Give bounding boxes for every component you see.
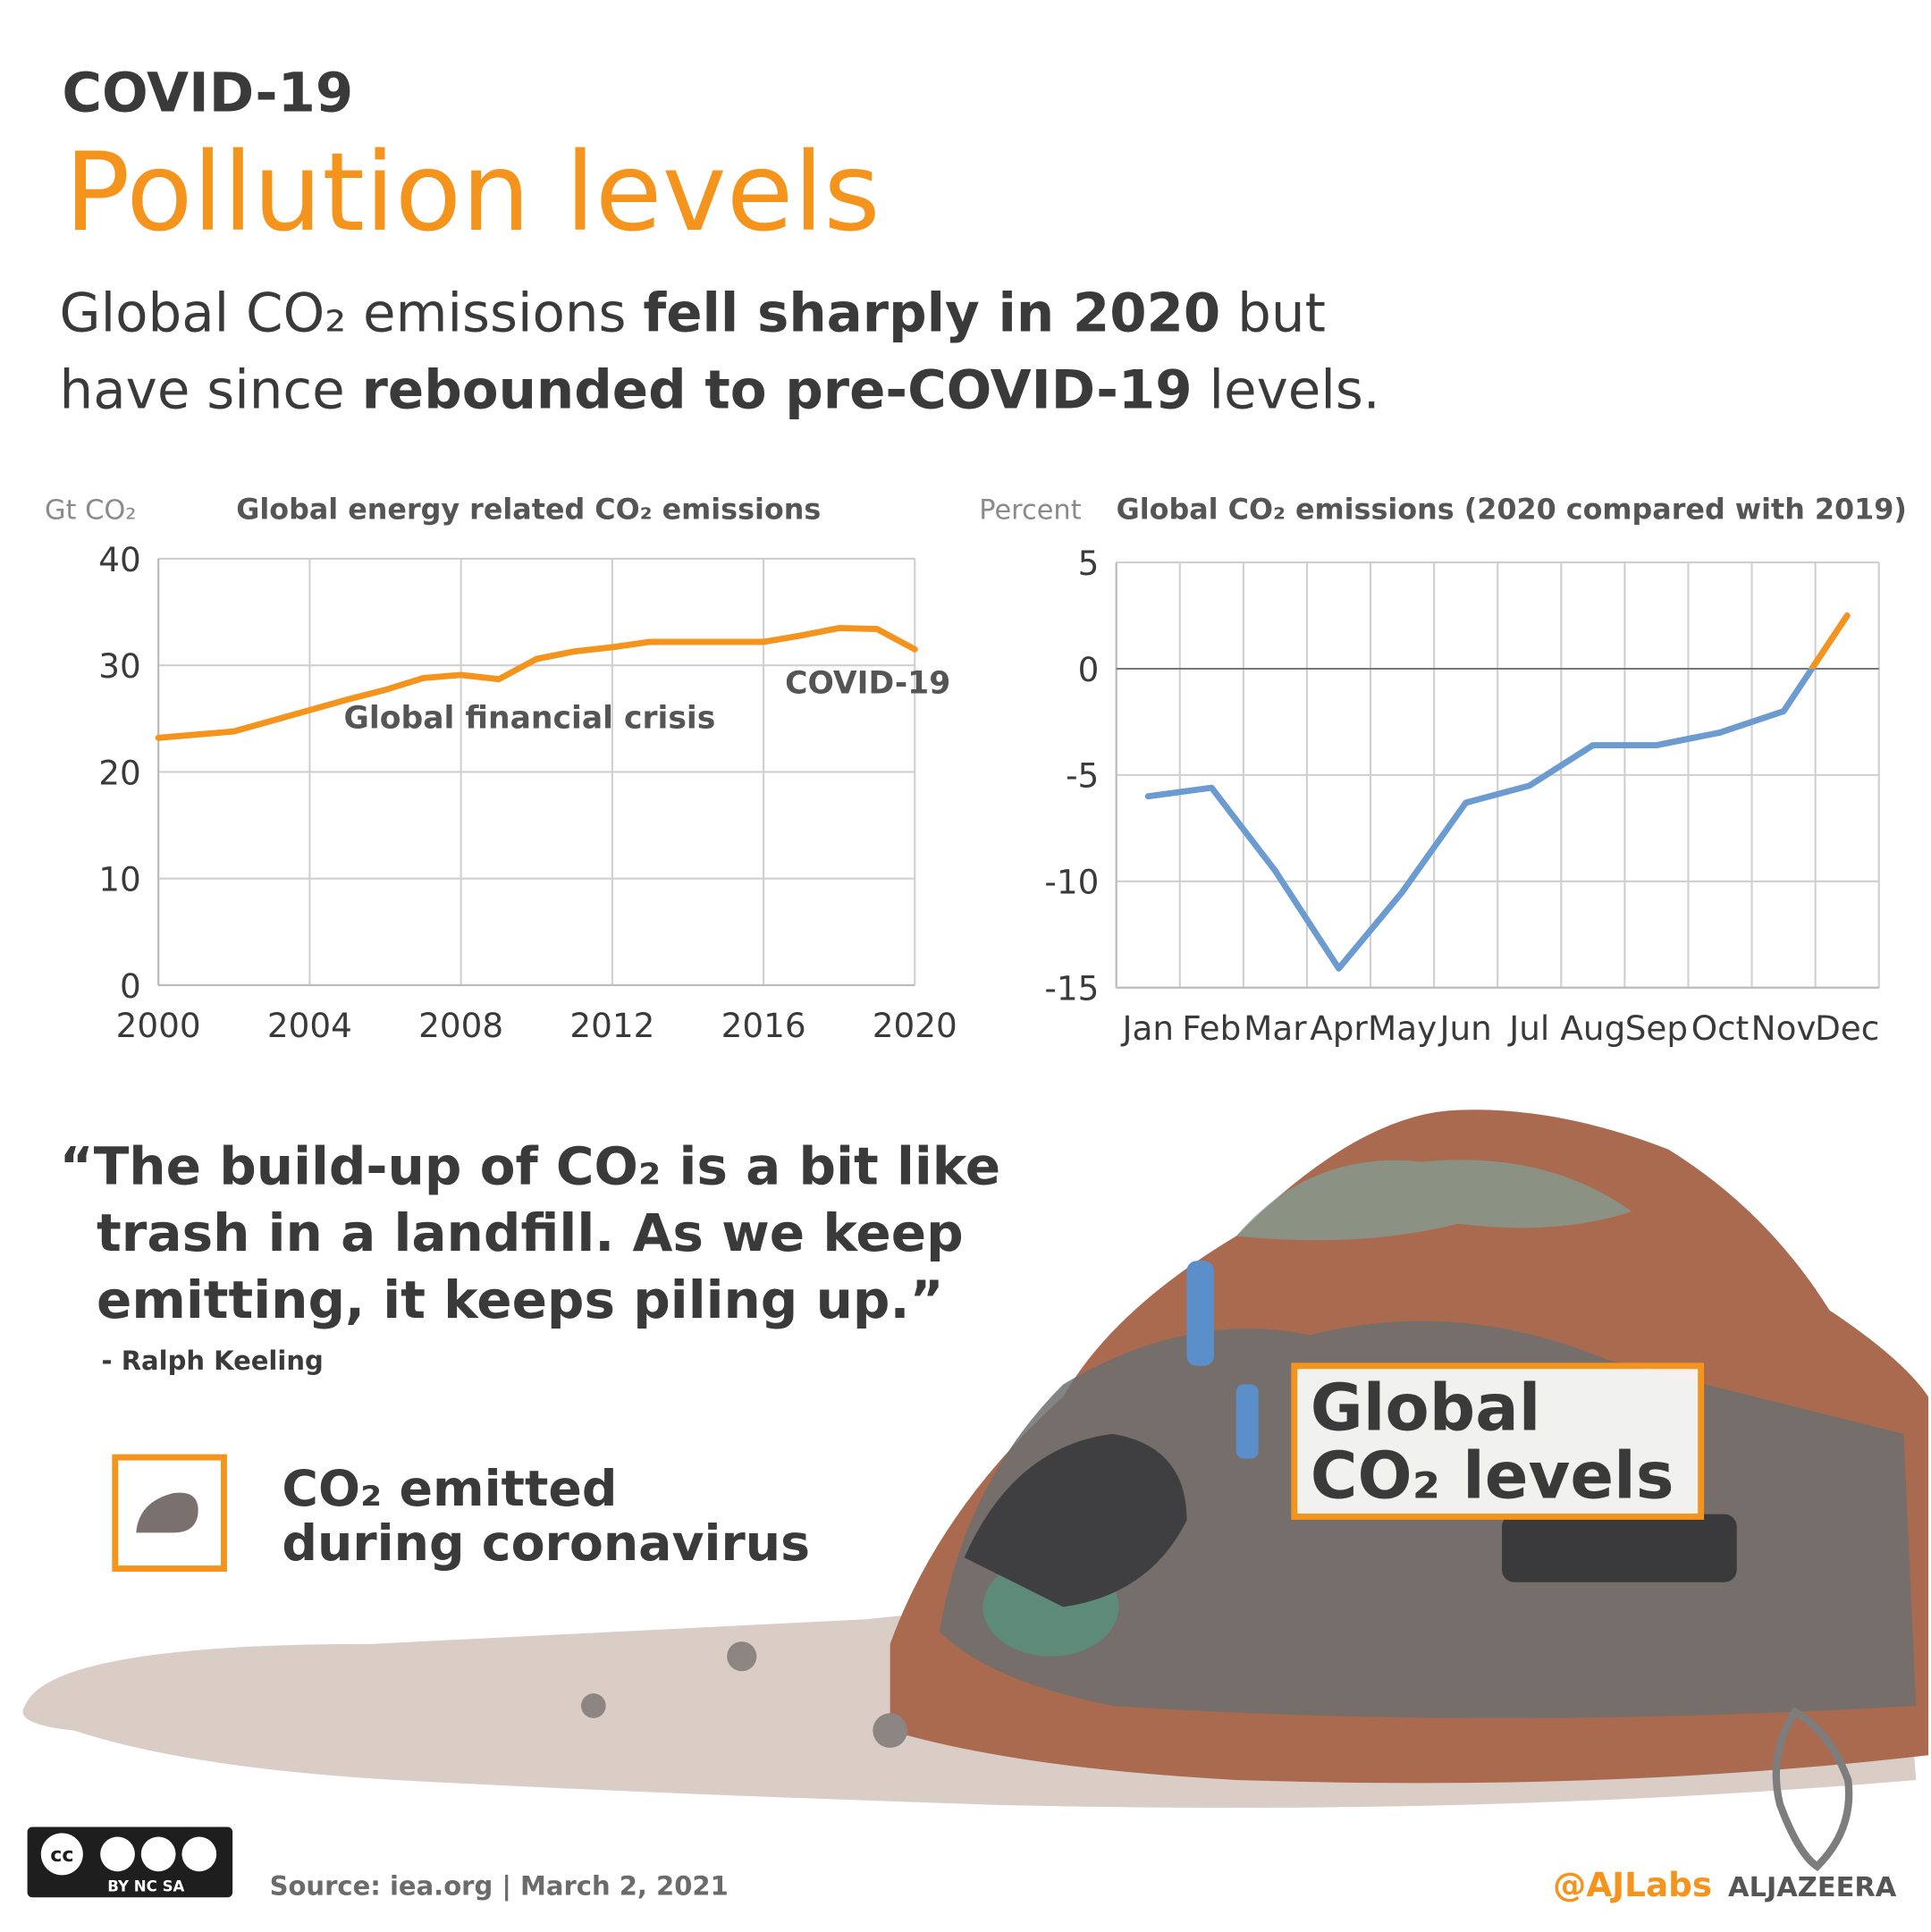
quote-author: - Ralph Keeling	[102, 1346, 324, 1376]
x-tick-label: Sep	[1625, 1008, 1688, 1048]
license-icon-text: cc	[50, 1843, 73, 1867]
x-tick-label: 2008	[418, 1006, 503, 1045]
y-tick-label: 20	[98, 753, 140, 792]
y-tick-label: 30	[98, 646, 140, 686]
landfill-label: Global	[1311, 1371, 1541, 1446]
subtitle-line: Global CO₂ emissions fell sharply in 202…	[60, 283, 1326, 345]
y-tick-label: -15	[1044, 969, 1099, 1008]
y-tick-label: 0	[120, 966, 141, 1006]
data-line	[155, 625, 918, 741]
x-tick-label: Dec	[1815, 1008, 1879, 1048]
license-icon	[100, 1836, 135, 1872]
x-tick-label: 2016	[721, 1006, 806, 1045]
legend-text: during coronavirus	[282, 1515, 810, 1573]
subtitle-text: levels.	[1193, 359, 1380, 421]
license-icon	[40, 1833, 83, 1876]
y-tick-label: 40	[98, 540, 140, 579]
title: Pollution levels	[64, 129, 881, 256]
chart-title: Global CO₂ emissions (2020 compared with…	[1117, 494, 1907, 527]
subtitle-emphasis: fell sharply in 2020	[643, 283, 1220, 345]
brand-logo	[1772, 1707, 1853, 1872]
kicker: COVID-19	[62, 62, 353, 124]
legend-icon	[136, 1492, 198, 1533]
y-tick-label: 10	[98, 860, 140, 899]
x-tick-label: Apr	[1310, 1008, 1368, 1048]
x-tick-label: Mar	[1244, 1008, 1307, 1048]
data-line	[1144, 612, 1851, 972]
source: Source: iea.org | March 2, 2021	[270, 1871, 729, 1902]
subtitle: Global CO₂ emissions fell sharply in 202…	[60, 283, 1380, 422]
y-axis-label: Percent	[979, 495, 1081, 527]
x-tick-label: Feb	[1182, 1008, 1241, 1048]
subtitle-text: Global CO₂ emissions	[60, 283, 644, 345]
y-tick-label: 5	[1078, 544, 1100, 583]
x-tick-label: Oct	[1691, 1008, 1750, 1048]
x-tick-label: Jan	[1120, 1008, 1174, 1048]
charts: Gt CO₂ Global energy related CO₂ emission…	[45, 494, 1907, 1048]
y-tick-label: -5	[1066, 756, 1099, 796]
quote-line: emitting, it keeps piling up.”	[97, 1270, 944, 1330]
landfill-label-box	[1291, 1363, 1705, 1520]
annotation: COVID-19	[785, 666, 950, 702]
x-tick-label: May	[1368, 1008, 1437, 1048]
x-tick-label: 2000	[116, 1006, 201, 1045]
handle: @AJLabs	[1553, 1865, 1712, 1904]
legend-swatch	[112, 1454, 227, 1572]
annotation: Global financial crisis	[344, 700, 716, 736]
x-tick-label: Jun	[1438, 1008, 1492, 1048]
x-tick-label: Jul	[1507, 1008, 1549, 1048]
y-axis-label: Gt CO₂	[45, 495, 137, 527]
quote-line: trash in a landfill. As we keep	[97, 1202, 964, 1263]
subtitle-text: but	[1220, 283, 1326, 345]
license-text: BY NC SA	[107, 1877, 184, 1894]
subtitle-text: have since	[60, 359, 362, 421]
quote-line: “The build-up of CO₂ is a bit like	[60, 1136, 1001, 1197]
x-tick-label: 2020	[873, 1006, 957, 1045]
x-tick-label: 2012	[569, 1006, 654, 1045]
x-tick-label: Nov	[1751, 1008, 1817, 1048]
chart-title: Global energy related CO₂ emissions	[236, 494, 821, 527]
landfill-label: CO₂ levels	[1311, 1438, 1674, 1514]
x-tick-label: Aug	[1560, 1008, 1625, 1048]
license-icon	[181, 1836, 217, 1872]
subtitle-line: have since rebounded to pre-COVID-19 lev…	[60, 359, 1380, 421]
x-tick-label: 2004	[267, 1006, 352, 1045]
brand: ALJAZEERA	[1728, 1872, 1897, 1903]
y-tick-label: -10	[1044, 863, 1099, 902]
legend-text: CO₂ emitted	[282, 1461, 617, 1518]
y-tick-label: 0	[1078, 650, 1100, 689]
subtitle-emphasis: rebounded to pre-COVID-19	[362, 359, 1193, 421]
license-icon	[140, 1836, 176, 1872]
